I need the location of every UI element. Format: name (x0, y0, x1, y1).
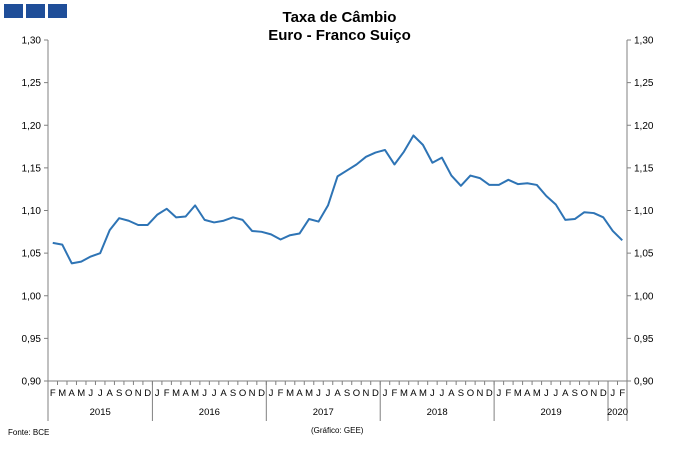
month-label: O (581, 388, 588, 399)
month-label: M (172, 388, 180, 399)
month-label: J (202, 388, 207, 399)
month-label: F (619, 388, 625, 399)
month-label: M (400, 388, 408, 399)
y-tick-label-left: 1,20 (22, 121, 42, 132)
month-label: A (296, 388, 303, 399)
month-label: F (505, 388, 511, 399)
month-label: J (610, 388, 615, 399)
y-tick-label-right: 1,10 (634, 206, 654, 217)
year-label: 2017 (313, 407, 334, 418)
month-label: M (533, 388, 541, 399)
month-label: J (88, 388, 93, 399)
month-label: A (448, 388, 455, 399)
year-label: 2019 (540, 407, 561, 418)
month-label: A (107, 388, 114, 399)
month-label: M (191, 388, 199, 399)
month-label: J (496, 388, 501, 399)
month-label: O (239, 388, 246, 399)
month-label: D (372, 388, 379, 399)
y-tick-label-left: 1,10 (22, 206, 42, 217)
month-label: A (410, 388, 417, 399)
month-label: J (383, 388, 388, 399)
month-label: J (98, 388, 103, 399)
year-label: 2020 (607, 407, 628, 418)
month-label: A (524, 388, 531, 399)
month-label: D (486, 388, 493, 399)
month-label: J (430, 388, 435, 399)
y-tick-label-left: 0,95 (22, 334, 42, 345)
year-label: 2018 (427, 407, 448, 418)
logo-square-icon (26, 4, 45, 18)
month-label: O (353, 388, 360, 399)
month-label: O (467, 388, 474, 399)
month-label: J (440, 388, 445, 399)
month-label: J (316, 388, 321, 399)
month-label: M (305, 388, 313, 399)
logo-square-icon (48, 4, 67, 18)
month-label: J (553, 388, 558, 399)
month-label: F (164, 388, 170, 399)
year-label: 2015 (90, 407, 111, 418)
y-tick-label-left: 0,90 (22, 377, 42, 388)
month-label: M (514, 388, 522, 399)
month-label: N (249, 388, 256, 399)
logo-square-icon (4, 4, 23, 18)
month-label: F (392, 388, 398, 399)
y-tick-label-left: 1,05 (22, 249, 42, 260)
month-label: M (286, 388, 294, 399)
month-label: D (258, 388, 265, 399)
month-label: J (544, 388, 549, 399)
y-tick-label-left: 1,25 (22, 78, 42, 89)
series-line (52, 134, 623, 265)
month-label: A (69, 388, 76, 399)
source-note: Fonte: BCE (8, 428, 50, 437)
month-label: D (600, 388, 607, 399)
y-tick-label-right: 1,25 (634, 78, 654, 89)
month-label: A (334, 388, 341, 399)
month-label: A (562, 388, 569, 399)
month-label: N (476, 388, 483, 399)
y-tick-label-right: 1,15 (634, 163, 654, 174)
month-label: O (125, 388, 132, 399)
y-tick-label-right: 0,90 (634, 377, 654, 388)
month-label: M (58, 388, 66, 399)
month-label: F (50, 388, 56, 399)
chart-title-line-2: Euro - Franco Suiço (268, 27, 411, 44)
month-label: A (182, 388, 189, 399)
logo (4, 4, 67, 18)
y-tick-label-left: 1,15 (22, 163, 42, 174)
month-label: M (419, 388, 427, 399)
y-tick-label-right: 1,05 (634, 249, 654, 260)
month-label: J (326, 388, 331, 399)
y-tick-label-right: 0,95 (634, 334, 654, 345)
year-label: 2016 (199, 407, 220, 418)
credit-note: (Gráfico: GEE) (311, 426, 364, 435)
month-label: N (363, 388, 370, 399)
y-tick-label-right: 1,30 (634, 36, 654, 47)
y-tick-label-right: 1,20 (634, 121, 654, 132)
y-tick-label-left: 1,30 (22, 36, 42, 47)
month-label: S (458, 388, 464, 399)
month-label: J (269, 388, 274, 399)
month-label: S (344, 388, 350, 399)
month-label: J (212, 388, 217, 399)
month-label: F (278, 388, 284, 399)
month-label: N (590, 388, 597, 399)
y-tick-label-right: 1,00 (634, 291, 654, 302)
month-label: A (220, 388, 227, 399)
month-label: S (116, 388, 122, 399)
month-label: S (230, 388, 236, 399)
chart-title-line-1: Taxa de Câmbio (282, 9, 397, 26)
month-label: D (144, 388, 151, 399)
month-label: M (77, 388, 85, 399)
month-label: J (155, 388, 160, 399)
month-label: S (572, 388, 578, 399)
y-tick-label-left: 1,00 (22, 291, 42, 302)
month-label: N (135, 388, 142, 399)
